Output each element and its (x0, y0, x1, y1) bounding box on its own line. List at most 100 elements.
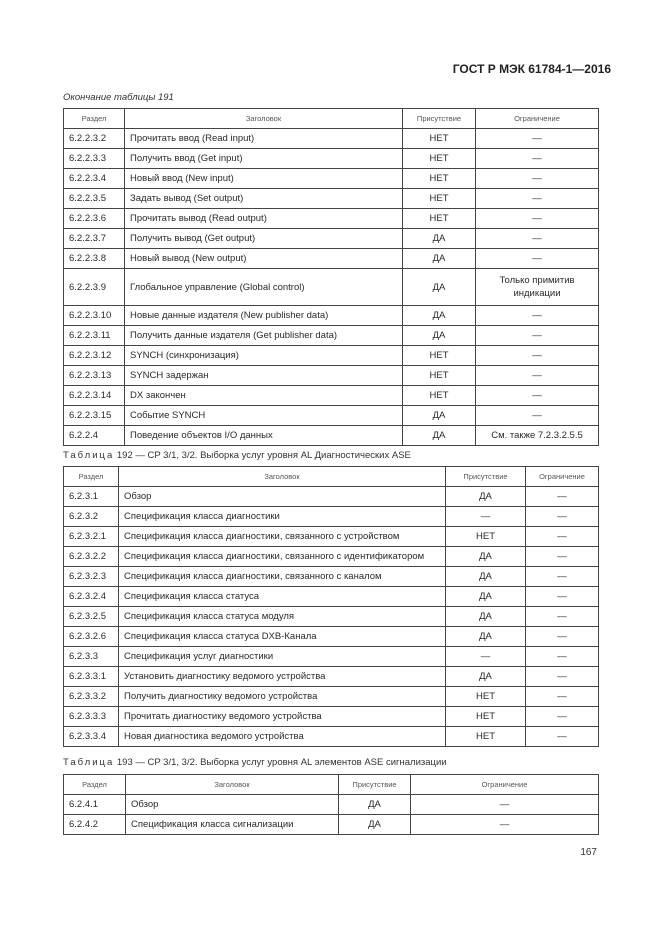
table-cell: ДА (402, 305, 476, 326)
table-cell: Прочитать ввод (Read input) (124, 128, 403, 149)
table-cell: DX закончен (124, 385, 403, 406)
table-cell: 6.2.3.3.2 (63, 686, 119, 707)
table-cell: 6.2.4.2 (63, 814, 126, 835)
table-cell: — (410, 814, 599, 835)
table-row: 6.2.3.3.4 Новая диагностика ведомого устр… (63, 726, 599, 747)
table-cell: 6.2.2.4 (63, 425, 125, 446)
table-row: 6.2.3.1 Обзор ДА — (63, 486, 599, 507)
table-cell: Спецификация класса статуса DXB-Канала (118, 626, 446, 647)
table-row: 6.2.2.3.6 Прочитать вывод (Read output) НЕ… (63, 208, 599, 229)
column-header: Заголовок (118, 466, 446, 487)
table-cell: ДА (445, 546, 526, 567)
table-cell: См. также 7.2.3.2.5.5 (475, 425, 599, 446)
table-cell: ДА (445, 486, 526, 507)
table-cell: Спецификация класса сигнализации (125, 814, 339, 835)
table-cell: 6.2.3.3.3 (63, 706, 119, 727)
table-cell: — (475, 325, 599, 346)
table-cell: 6.2.2.3.13 (63, 365, 125, 386)
table-cell: Спецификация класса статуса модуля (118, 606, 446, 627)
table-cell: НЕТ (402, 365, 476, 386)
table-cell: — (525, 526, 599, 547)
table-cell: 6.2.4.1 (63, 794, 126, 815)
table-cell: НЕТ (402, 208, 476, 229)
table-cell: 6.2.2.3.11 (63, 325, 125, 346)
table-row: 6.2.2.3.5 Задать вывод (Set output) НЕТ — (63, 188, 599, 209)
header-row: Раздел Заголовок Присутствие Ограничение (63, 108, 599, 129)
table-cell: Обзор (118, 486, 446, 507)
table-row: 6.2.3.2.4 Спецификация класса статуса ДА — (63, 586, 599, 607)
table-cell: НЕТ (445, 726, 526, 747)
table-cell: 6.2.3.3.4 (63, 726, 119, 747)
table-cell: 6.2.3.2.3 (63, 566, 119, 587)
column-header: Заголовок (124, 108, 403, 129)
table-cell: 6.2.2.3.9 (63, 268, 125, 306)
table-row: 6.2.2.3.13 SYNCH задержан НЕТ — (63, 365, 599, 386)
table-cell: НЕТ (445, 686, 526, 707)
table-cell: — (525, 706, 599, 727)
table-cell: 6.2.3.2.6 (63, 626, 119, 647)
page-number: 167 (580, 847, 597, 858)
table-row: 6.2.3.3.1 Установить диагностику ведомого… (63, 666, 599, 687)
table-cell: ДА (402, 425, 476, 446)
table-cell: — (475, 345, 599, 366)
table-cell: — (475, 148, 599, 169)
table-cell: — (410, 794, 599, 815)
table-cell: ДА (338, 794, 411, 815)
column-header: Заголовок (125, 774, 339, 795)
table-cell: 6.2.2.3.10 (63, 305, 125, 326)
table-cell: Событие SYNCH (124, 405, 403, 426)
table-cell: Получить ввод (Get input) (124, 148, 403, 169)
table-row: 6.2.2.3.2 Прочитать ввод (Read input) НЕТ — (63, 128, 599, 149)
table-cell: — (525, 666, 599, 687)
table-cell: Только примитив индикации (475, 268, 599, 306)
table-row: 6.2.3.3.2 Получить диагностику ведомого у… (63, 686, 599, 707)
table-cell: 6.2.2.3.7 (63, 228, 125, 249)
table-cell: 6.2.2.3.6 (63, 208, 125, 229)
table-cell: НЕТ (445, 706, 526, 727)
table-row: 6.2.2.3.7 Получить вывод (Get output) ДА — (63, 228, 599, 249)
table-cell: — (525, 626, 599, 647)
table-cell: ДА (445, 606, 526, 627)
table-cell: Глобальное управление (Global control) (124, 268, 403, 306)
table-cell: — (525, 606, 599, 627)
table-cell: 6.2.3.1 (63, 486, 119, 507)
column-header: Присутствие (402, 108, 476, 129)
table-cell: ДА (445, 666, 526, 687)
table-cell: — (525, 486, 599, 507)
table-cell: ДА (445, 586, 526, 607)
table-cell: ДА (445, 626, 526, 647)
table-cell: Прочитать вывод (Read output) (124, 208, 403, 229)
table-cell: SYNCH (синхронизация) (124, 345, 403, 366)
table-cell: 6.2.2.3.12 (63, 345, 125, 366)
table-cell: — (475, 188, 599, 209)
table-row: 6.2.3.3.3 Прочитать диагностику ведомого … (63, 706, 599, 727)
caption-prefix: Таблица (63, 450, 115, 461)
table-cell: Задать вывод (Set output) (124, 188, 403, 209)
table-cell: — (445, 646, 526, 667)
table-cell: — (475, 128, 599, 149)
header-row: Раздел Заголовок Присутствие Ограничение (63, 774, 599, 795)
table-191: Раздел Заголовок Присутствие Ограничение 6.2… (63, 108, 599, 446)
table-cell: — (475, 305, 599, 326)
table-cell: — (475, 405, 599, 426)
table-row: 6.2.2.3.12 SYNCH (синхронизация) НЕТ — (63, 345, 599, 366)
table-cell: 6.2.3.2.1 (63, 526, 119, 547)
table-cell: Новый вывод (New output) (124, 248, 403, 269)
table-cell: Спецификация класса диагностики, связанн… (118, 546, 446, 567)
table-192: Раздел Заголовок Присутствие Ограничение 6.2… (63, 466, 599, 747)
table-row: 6.2.3.2 Спецификация класса диагностики — — (63, 506, 599, 527)
table-cell: — (475, 365, 599, 386)
table-cell: Спецификация класса диагностики, связанн… (118, 566, 446, 587)
table-cell: — (445, 506, 526, 527)
column-header: Ограничение (525, 466, 599, 487)
table-cell: Спецификация класса статуса (118, 586, 446, 607)
table-cell: НЕТ (445, 526, 526, 547)
column-header: Раздел (63, 108, 125, 129)
column-header: Присутствие (445, 466, 526, 487)
table-row: 6.2.4.2 Спецификация класса сигнализации Д… (63, 814, 599, 835)
table-cell: Новый ввод (New input) (124, 168, 403, 189)
table-cell: НЕТ (402, 345, 476, 366)
table-cell: 6.2.3.3.1 (63, 666, 119, 687)
table-cell: ДА (402, 248, 476, 269)
table-row: 6.2.2.3.15 Событие SYNCH ДА — (63, 405, 599, 426)
